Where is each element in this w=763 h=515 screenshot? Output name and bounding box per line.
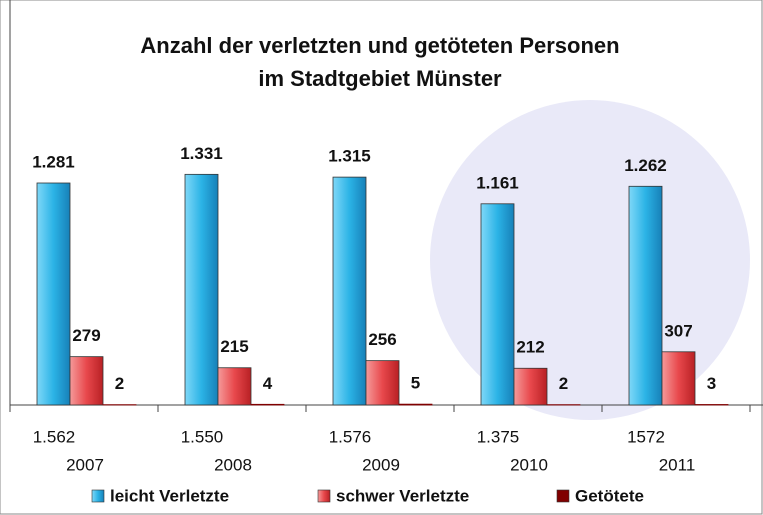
value-label: 2 — [115, 374, 124, 393]
value-label: 4 — [263, 374, 273, 393]
bar — [70, 357, 103, 405]
background-logo — [430, 100, 750, 420]
bar — [629, 186, 662, 405]
value-label: 279 — [72, 326, 100, 345]
x-tick-label: 2009 — [362, 455, 400, 474]
x-tick-label: 2008 — [214, 455, 252, 474]
bar — [251, 404, 284, 405]
bar — [218, 368, 251, 405]
value-label: 1.262 — [624, 156, 667, 175]
bar — [695, 404, 728, 405]
chart-title: Anzahl der verletzten und getöteten Pers… — [140, 33, 619, 58]
value-label: 1.281 — [32, 152, 75, 171]
value-label: 1.331 — [180, 144, 223, 163]
bar — [662, 352, 695, 405]
category-total: 1.550 — [181, 427, 224, 446]
value-label: 3 — [707, 374, 716, 393]
bar — [399, 404, 432, 405]
value-label: 215 — [220, 337, 248, 356]
legend-swatch — [92, 490, 104, 502]
chart: Anzahl der verletzten und getöteten Pers… — [0, 0, 763, 515]
value-label: 1.161 — [476, 173, 519, 192]
chart-title: im Stadtgebiet Münster — [258, 66, 502, 91]
category-total: 1.375 — [477, 427, 520, 446]
x-tick-label: 2011 — [659, 455, 696, 474]
page: Anzahl der verletzten und getöteten Pers… — [0, 0, 763, 515]
x-tick-label: 2007 — [66, 455, 104, 474]
category-total: 1572 — [627, 427, 665, 446]
value-label: 307 — [664, 321, 692, 340]
bar — [481, 204, 514, 405]
category-total: 1.562 — [33, 427, 76, 446]
legend-label: Getötete — [575, 486, 644, 505]
value-label: 5 — [411, 374, 420, 393]
bar — [366, 361, 399, 405]
bar — [185, 174, 218, 405]
bar — [37, 183, 70, 405]
legend-swatch — [557, 490, 569, 502]
value-label: 1.315 — [328, 147, 371, 166]
bar — [333, 177, 366, 405]
bar — [514, 368, 547, 405]
legend-label: leicht Verletzte — [110, 486, 229, 505]
legend-swatch — [318, 490, 330, 502]
category-total: 1.576 — [329, 427, 372, 446]
value-label: 256 — [368, 330, 396, 349]
legend-label: schwer Verletzte — [336, 486, 469, 505]
value-label: 212 — [516, 338, 544, 357]
value-label: 2 — [559, 374, 568, 393]
x-tick-label: 2010 — [510, 455, 548, 474]
